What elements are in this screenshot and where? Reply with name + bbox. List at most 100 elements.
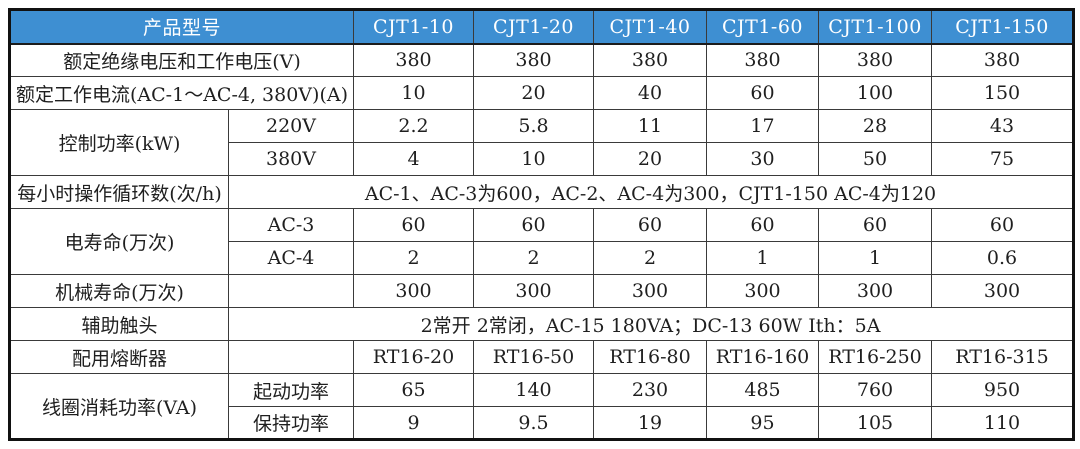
value-cell: 28 [818,109,933,143]
row-control-power-220v: 控制功率(kW) 220V 2.2 5.8 11 17 28 43 [9,109,1075,176]
value-cell: 17 [706,109,820,143]
value-cell: 760 [818,373,933,407]
value-cell: 95 [706,406,820,440]
row-rated-current: 额定工作电流(AC-1～AC-4, 380V)(A) 10 20 40 60 1… [8,76,1075,110]
model-header-cjt1-20: CJT1-20 [473,9,595,45]
value-cell: 5.8 [473,109,595,143]
row-auxiliary-contacts: 辅助触头 2常开 2常闭，AC-15 180VA；DC-13 60W Ith：5… [9,307,1075,341]
value-cell: RT16-160 [706,340,820,374]
row-fuse: 配用熔断器 RT16-20 RT16-50 RT16-80 RT16-160 R… [9,340,1075,374]
value-cell: 10 [473,142,595,176]
value-cell: 9.5 [473,406,595,440]
model-header-cjt1-40: CJT1-40 [593,9,708,45]
value-cell: RT16-250 [818,340,933,374]
row-label-mechanical-life: 机械寿命(万次) [9,274,229,308]
value-cell: RT16-80 [593,340,708,374]
value-cell: 60 [593,208,708,242]
model-header-cjt1-100: CJT1-100 [818,9,933,45]
value-cell: 1 [706,241,820,275]
value-cell: 300 [706,274,820,308]
value-cell: 65 [353,373,475,407]
value-cell: 20 [593,142,708,176]
value-cell: RT16-315 [931,340,1075,374]
row-label-coil-power: 线圈消耗功率(VA) [9,373,229,440]
value-cell: 140 [473,373,595,407]
empty-cell [227,340,355,374]
value-cell: 2 [593,241,708,275]
value-cell: 100 [818,76,933,110]
row-label-electrical-life: 电寿命(万次) [9,208,229,275]
sub-label-ac3: AC-3 [227,208,355,242]
value-cell: 2 [353,241,475,275]
value-cell: 380 [706,43,820,77]
value-cell: 19 [593,406,708,440]
value-cell: 75 [931,142,1075,176]
value-cell: 1 [818,241,933,275]
value-cell: 43 [931,109,1075,143]
value-cell: 60 [706,208,820,242]
operating-cycles-text: AC-1、AC-3为600，AC-2、AC-4为300，CJT1-150 AC-… [227,175,1075,209]
value-cell: 380 [473,43,595,77]
value-cell: 60 [353,208,475,242]
value-cell: 300 [931,274,1075,308]
table-header-row: 产品型号 CJT1-10 CJT1-20 CJT1-40 CJT1-60 CJT… [8,9,1075,45]
value-cell: 380 [353,43,475,77]
sub-label-ac4: AC-4 [227,241,355,275]
row-label-rated-current: 额定工作电流(AC-1～AC-4, 380V)(A) [8,76,355,110]
value-cell: 230 [593,373,708,407]
value-cell: 950 [931,373,1075,407]
row-label-control-power: 控制功率(kW) [9,109,229,176]
row-label-rated-voltage: 额定绝缘电压和工作电压(V) [8,43,355,77]
value-cell: 300 [593,274,708,308]
value-cell: 11 [593,109,708,143]
row-control-power-380v: 380V 4 10 20 30 50 75 [10,142,1075,176]
value-cell: RT16-20 [353,340,475,374]
sub-label-380v: 380V [227,142,355,176]
value-cell: 60 [473,208,595,242]
value-cell: 60 [818,208,933,242]
value-cell: 485 [706,373,820,407]
row-rated-voltage: 额定绝缘电压和工作电压(V) 380 380 380 380 380 380 [8,43,1075,77]
row-operating-cycles: 每小时操作循环数(次/h) AC-1、AC-3为600，AC-2、AC-4为30… [9,175,1075,209]
row-coil-power-hold: 保持功率 9 9.5 19 95 105 110 [10,406,1075,440]
row-label-auxiliary-contacts: 辅助触头 [9,307,229,341]
value-cell: 40 [593,76,708,110]
cjt1-spec-table: 产品型号 CJT1-10 CJT1-20 CJT1-40 CJT1-60 CJT… [8,8,1076,441]
sub-label-220v: 220V [227,109,355,143]
value-cell: 10 [353,76,475,110]
row-label-fuse: 配用熔断器 [9,340,229,374]
empty-cell [227,274,355,308]
value-cell: 50 [818,142,933,176]
value-cell: 380 [931,43,1075,77]
row-label-operating-cycles: 每小时操作循环数(次/h) [9,175,229,209]
product-model-header: 产品型号 [8,9,355,45]
value-cell: 105 [818,406,933,440]
model-header-cjt1-60: CJT1-60 [706,9,820,45]
model-header-cjt1-10: CJT1-10 [353,9,475,45]
value-cell: 60 [931,208,1075,242]
value-cell: 380 [818,43,933,77]
value-cell: 300 [473,274,595,308]
value-cell: 300 [818,274,933,308]
sub-label-start-power: 起动功率 [227,373,355,407]
value-cell: 20 [473,76,595,110]
value-cell: 380 [593,43,708,77]
value-cell: 30 [706,142,820,176]
row-mechanical-life: 机械寿命(万次) 300 300 300 300 300 300 [9,274,1075,308]
value-cell: 0.6 [931,241,1075,275]
value-cell: 300 [353,274,475,308]
value-cell: 9 [353,406,475,440]
value-cell: 60 [706,76,820,110]
value-cell: 110 [931,406,1075,440]
value-cell: 4 [353,142,475,176]
value-cell: RT16-50 [473,340,595,374]
row-electrical-life-ac4: AC-4 2 2 2 1 1 0.6 [10,241,1075,275]
row-coil-power-start: 线圈消耗功率(VA) 起动功率 65 140 230 485 760 950 [9,373,1075,440]
auxiliary-contacts-text: 2常开 2常闭，AC-15 180VA；DC-13 60W Ith：5A [227,307,1075,341]
value-cell: 2.2 [353,109,475,143]
row-electrical-life-ac3: 电寿命(万次) AC-3 60 60 60 60 60 60 [9,208,1075,275]
sub-label-hold-power: 保持功率 [227,406,355,440]
value-cell: 150 [931,76,1075,110]
value-cell: 2 [473,241,595,275]
